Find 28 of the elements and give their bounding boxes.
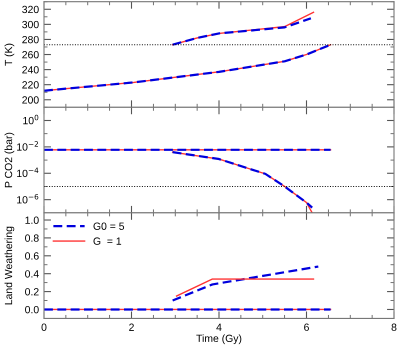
x-tick-label: 6: [304, 324, 309, 331]
y-tick-label: 300: [22, 20, 39, 28]
y-axis-title: P CO2 (bar): [4, 132, 14, 188]
x-tick-label: 0: [42, 324, 46, 331]
y-tick-label: 200: [22, 96, 39, 104]
y-tick-label: 220: [22, 81, 39, 89]
y-tick-label: 240: [22, 66, 39, 74]
y-tick-label: 260: [22, 51, 39, 58]
y-tick-label: 10$^{−6}$: [17, 194, 38, 204]
legend-label: G0 = 5: [93, 222, 124, 230]
y-tick-label: 0.4: [25, 270, 39, 278]
y-tick-label: 0.6: [25, 252, 39, 260]
y-axis-title: T (K): [4, 44, 14, 66]
x-tick-label: 2: [129, 324, 134, 331]
y-tick-label: 0.8: [25, 234, 39, 242]
y-tick-label: 320: [22, 6, 39, 14]
x-axis-title: Time (Gy): [196, 334, 242, 344]
y-tick-label: 280: [22, 36, 39, 44]
x-tick-label: 4: [216, 324, 222, 331]
y-tick-label: 10$^{−2}$: [17, 141, 38, 151]
y-axis-title: Land Weathering: [4, 226, 14, 304]
x-tick-label: 8: [392, 324, 396, 331]
y-tick-label: 10$^{0}$: [23, 114, 38, 124]
legend-label: G = 1: [93, 237, 122, 245]
y-tick-label: 1.0: [25, 216, 39, 224]
y-tick-label: 0.0: [25, 306, 39, 314]
y-tick-label: 0.2: [25, 288, 39, 296]
y-tick-label: 10$^{−4}$: [17, 168, 38, 178]
